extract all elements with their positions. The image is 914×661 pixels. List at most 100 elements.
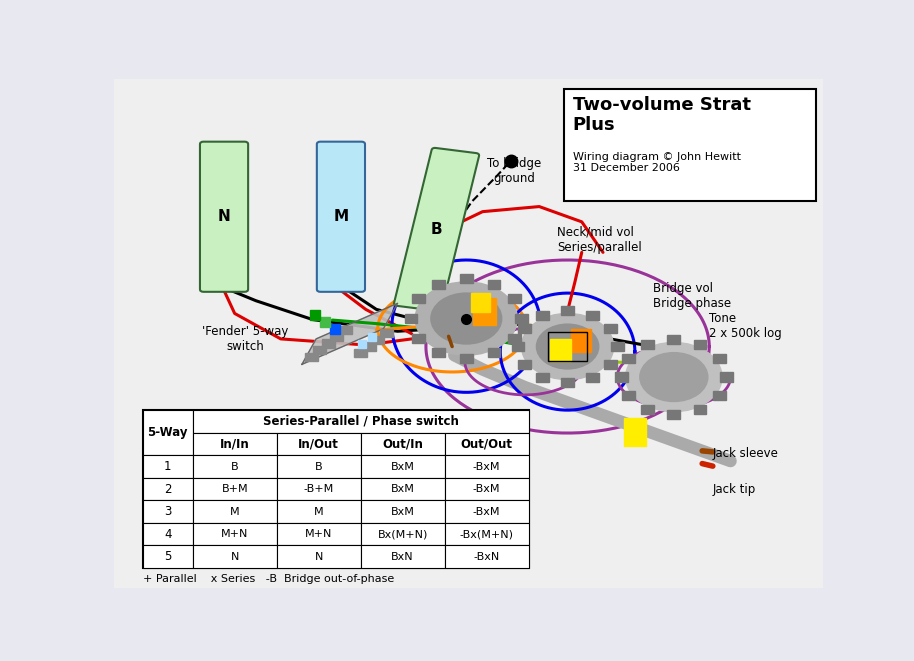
Text: -BxN: -BxN [473, 552, 500, 562]
Text: BxM: BxM [391, 484, 415, 494]
Bar [473, 298, 496, 325]
Bar [445, 500, 528, 523]
Bar [445, 455, 528, 478]
Text: N: N [314, 552, 323, 562]
Bar [371, 336, 384, 344]
Bar [143, 410, 528, 568]
Circle shape [430, 293, 502, 344]
Text: 5-Way: 5-Way [147, 426, 188, 439]
Bar [713, 391, 726, 401]
Text: M+N: M+N [305, 529, 333, 539]
Circle shape [640, 352, 707, 401]
Bar [361, 500, 445, 523]
Bar [624, 418, 645, 446]
Bar [604, 324, 617, 333]
Bar [445, 478, 528, 500]
Bar [586, 373, 599, 382]
Text: B: B [315, 461, 323, 471]
Text: BxN: BxN [391, 552, 414, 562]
Bar [515, 314, 528, 323]
Circle shape [537, 324, 599, 369]
Text: 3: 3 [164, 505, 171, 518]
Text: Bridge vol
Bridge phase: Bridge vol Bridge phase [653, 282, 730, 309]
Bar [277, 523, 361, 545]
Bar [622, 354, 635, 363]
Bar [322, 339, 335, 348]
Bar [143, 523, 193, 545]
Text: 5: 5 [164, 550, 171, 563]
Circle shape [522, 313, 613, 379]
Bar [361, 455, 445, 478]
Bar [508, 294, 521, 303]
Bar [412, 294, 425, 303]
Bar [412, 334, 425, 343]
Bar [361, 545, 445, 568]
Bar [642, 405, 654, 414]
Text: -B+M: -B+M [303, 484, 334, 494]
Bar [445, 545, 528, 568]
Bar [512, 342, 525, 351]
Bar [547, 332, 588, 361]
Bar [561, 377, 574, 387]
Bar [355, 349, 367, 357]
Text: B+M: B+M [221, 484, 248, 494]
Bar [405, 314, 418, 323]
Text: M: M [230, 506, 239, 517]
Text: 2: 2 [164, 483, 172, 496]
Text: Series-Parallel / Phase switch: Series-Parallel / Phase switch [262, 415, 459, 428]
Text: -BxM: -BxM [473, 461, 500, 471]
Bar [508, 334, 521, 343]
Bar [193, 433, 277, 455]
Text: Jack sleeve: Jack sleeve [713, 447, 779, 460]
Bar [277, 478, 361, 500]
Bar [487, 280, 500, 289]
Text: Out/In: Out/In [382, 438, 423, 450]
Bar [314, 346, 326, 354]
Bar [304, 352, 317, 361]
Circle shape [415, 282, 517, 355]
Bar [193, 523, 277, 545]
Text: BxM: BxM [391, 461, 415, 471]
Text: To bridge
ground: To bridge ground [487, 157, 542, 185]
Bar [713, 354, 726, 363]
Bar [361, 433, 445, 455]
Text: Two-volume Strat
Plus: Two-volume Strat Plus [572, 96, 750, 134]
Bar [193, 545, 277, 568]
Bar [432, 348, 445, 358]
Text: Wiring diagram © John Hewitt
31 December 2006: Wiring diagram © John Hewitt 31 December… [572, 152, 740, 173]
Bar [460, 354, 473, 363]
Bar [586, 311, 599, 321]
Bar [460, 274, 473, 284]
Bar [571, 329, 591, 352]
Bar [432, 280, 445, 289]
Bar [694, 340, 707, 349]
Text: In/Out: In/Out [298, 438, 339, 450]
FancyBboxPatch shape [317, 141, 365, 292]
Bar [642, 340, 654, 349]
Bar [694, 405, 707, 414]
Bar [604, 360, 617, 369]
Text: -BxM: -BxM [473, 506, 500, 517]
Bar [193, 478, 277, 500]
Bar [487, 348, 500, 358]
Text: Neck/mid vol
Series/parallel: Neck/mid vol Series/parallel [557, 225, 642, 254]
FancyBboxPatch shape [200, 141, 248, 292]
Bar [380, 329, 393, 337]
Bar [667, 410, 680, 419]
Polygon shape [302, 303, 398, 364]
Text: M: M [314, 506, 324, 517]
Text: Bx(M+N): Bx(M+N) [377, 529, 428, 539]
Bar [471, 293, 491, 313]
Bar [611, 342, 623, 351]
Text: 4: 4 [164, 527, 172, 541]
Bar [143, 478, 193, 500]
Bar [537, 373, 549, 382]
Bar [330, 332, 343, 341]
Text: M: M [334, 210, 348, 224]
Text: B: B [430, 222, 442, 237]
Circle shape [626, 342, 722, 412]
Text: M+N: M+N [221, 529, 249, 539]
Bar [622, 391, 635, 401]
Bar [277, 433, 361, 455]
Bar [277, 455, 361, 478]
